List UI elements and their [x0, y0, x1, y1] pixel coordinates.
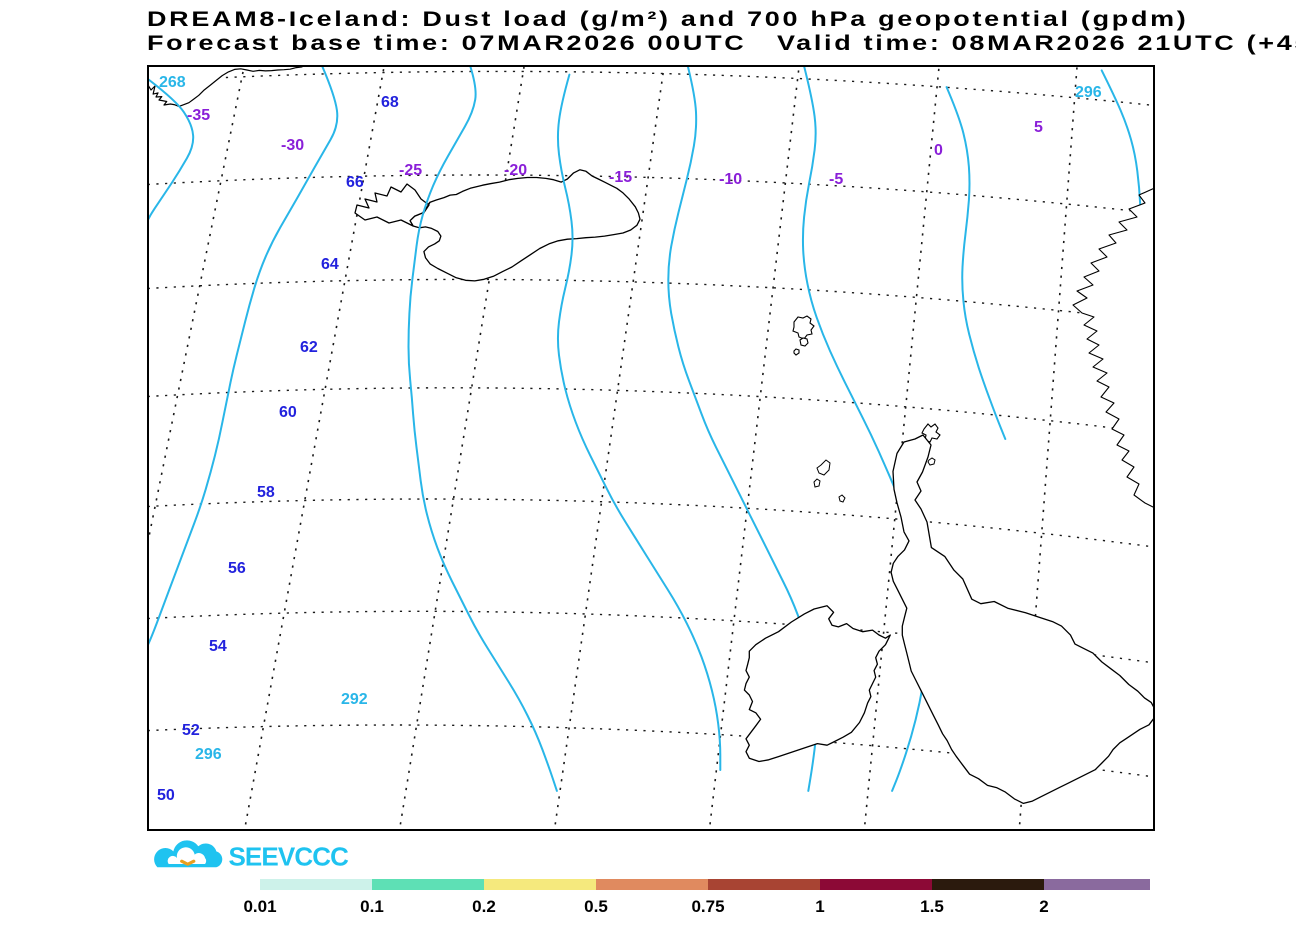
- svg-text:296: 296: [195, 746, 222, 763]
- svg-text:64: 64: [321, 256, 339, 273]
- svg-text:-25: -25: [399, 162, 422, 179]
- svg-text:0.75: 0.75: [691, 897, 724, 916]
- svg-text:-15: -15: [609, 169, 632, 186]
- svg-text:SEEVCCC: SEEVCCC: [228, 842, 349, 872]
- svg-text:0.2: 0.2: [472, 897, 496, 916]
- svg-text:68: 68: [381, 94, 399, 111]
- svg-text:268: 268: [159, 74, 186, 91]
- svg-text:5: 5: [1034, 119, 1043, 136]
- svg-text:-20: -20: [504, 162, 527, 179]
- svg-text:1.5: 1.5: [920, 897, 944, 916]
- svg-text:0: 0: [934, 142, 943, 159]
- svg-text:58: 58: [257, 484, 275, 501]
- svg-text:50: 50: [157, 787, 175, 804]
- svg-text:60: 60: [279, 404, 297, 421]
- svg-text:-30: -30: [281, 137, 304, 154]
- svg-text:66: 66: [346, 174, 364, 191]
- svg-text:-5: -5: [829, 171, 843, 188]
- svg-text:296: 296: [1075, 84, 1102, 101]
- svg-text:62: 62: [300, 339, 318, 356]
- svg-text:0.1: 0.1: [360, 897, 384, 916]
- svg-text:52: 52: [182, 722, 200, 739]
- svg-text:0.5: 0.5: [584, 897, 608, 916]
- svg-text:-10: -10: [719, 171, 742, 188]
- svg-text:2: 2: [1039, 897, 1048, 916]
- svg-text:0.01: 0.01: [243, 897, 276, 916]
- svg-text:54: 54: [209, 638, 227, 655]
- svg-text:1: 1: [815, 897, 824, 916]
- svg-text:292: 292: [341, 691, 368, 708]
- svg-text:56: 56: [228, 560, 246, 577]
- svg-text:-35: -35: [187, 107, 210, 124]
